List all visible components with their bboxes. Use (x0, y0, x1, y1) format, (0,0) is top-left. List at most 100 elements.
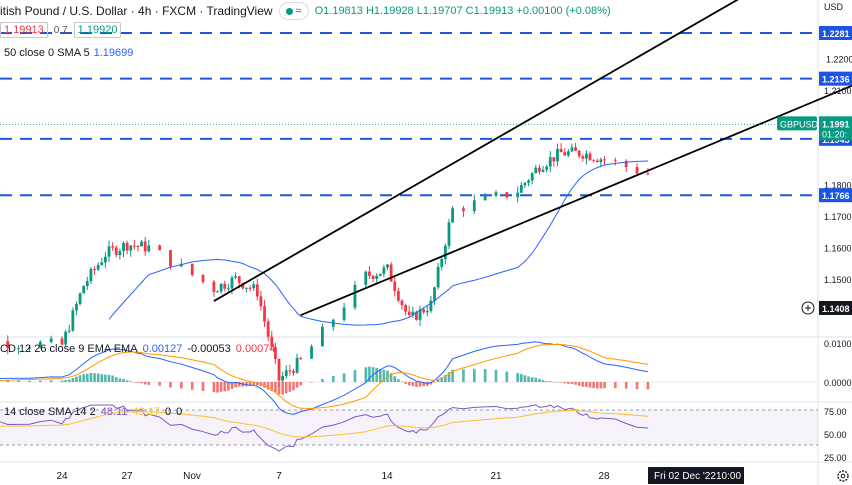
candle-body[interactable] (226, 288, 230, 290)
candle-body[interactable] (342, 307, 346, 320)
candle-body[interactable] (585, 153, 588, 159)
candle-body[interactable] (132, 245, 136, 247)
candle-body[interactable] (548, 157, 552, 167)
candle-body[interactable] (527, 180, 530, 183)
candle-body[interactable] (570, 147, 574, 152)
candle-body[interactable] (378, 273, 382, 276)
candle-body[interactable] (400, 300, 404, 306)
candle-body[interactable] (147, 245, 151, 252)
candle-body[interactable] (429, 300, 433, 312)
candle-body[interactable] (122, 242, 125, 252)
rsi-legend[interactable]: 14 close SMA 14 2 48.11 49.17 0 0 (4, 406, 182, 418)
candle-body[interactable] (519, 185, 523, 193)
current-time-bg[interactable] (648, 467, 744, 484)
candle-body[interactable] (219, 283, 223, 292)
candle-body[interactable] (581, 156, 585, 159)
candle-body[interactable] (270, 336, 274, 347)
candle-body[interactable] (389, 264, 393, 282)
candle-body[interactable] (60, 338, 64, 345)
candle-body[interactable] (125, 242, 129, 251)
currency-label[interactable]: USD (824, 2, 844, 12)
candle-body[interactable] (494, 192, 498, 196)
buy-button[interactable]: 1.19920 (73, 22, 122, 38)
candle-body[interactable] (418, 309, 422, 320)
candle-body[interactable] (556, 148, 559, 162)
candle-body[interactable] (382, 267, 386, 274)
candle-body[interactable] (281, 375, 285, 381)
candle-body[interactable] (93, 269, 96, 271)
candle-body[interactable] (588, 153, 592, 161)
candle-body[interactable] (100, 262, 104, 265)
candle-body[interactable] (143, 241, 147, 252)
candle-body[interactable] (252, 284, 256, 289)
candle-body[interactable] (277, 358, 281, 381)
macd-line[interactable] (0, 341, 648, 415)
candle-body[interactable] (595, 160, 599, 163)
level-price-label-bg[interactable] (819, 25, 852, 40)
candle-body[interactable] (530, 173, 534, 181)
symbol-tag-bg[interactable] (777, 116, 817, 131)
candle-body[interactable] (371, 275, 375, 279)
macd-legend[interactable]: CD 12 26 close 9 EMA EMA 0.00127 -0.00053 0… (0, 343, 276, 355)
candle-body[interactable] (538, 167, 541, 172)
candle-body[interactable] (85, 281, 89, 286)
candle-body[interactable] (310, 346, 313, 359)
candle-body[interactable] (111, 246, 115, 248)
candle-body[interactable] (295, 357, 299, 373)
current-price-bg[interactable] (819, 116, 852, 141)
candle-body[interactable] (472, 200, 476, 212)
market-status-pill[interactable]: ≈ (278, 2, 309, 20)
candle-body[interactable] (75, 303, 78, 311)
candle-body[interactable] (393, 281, 397, 292)
candle-body[interactable] (646, 173, 650, 175)
candle-body[interactable] (190, 263, 194, 275)
candle-body[interactable] (321, 326, 324, 347)
candle-body[interactable] (255, 284, 259, 297)
candle-body[interactable] (545, 166, 549, 170)
channel-lower-trendline[interactable] (300, 52, 852, 317)
candle-body[interactable] (411, 311, 415, 316)
candle-body[interactable] (288, 370, 292, 372)
candle-body[interactable] (505, 192, 509, 198)
candle-body[interactable] (462, 208, 465, 212)
candle-body[interactable] (212, 281, 216, 292)
candle-body[interactable] (67, 330, 71, 332)
candle-body[interactable] (114, 247, 118, 256)
candle-body[interactable] (140, 241, 143, 247)
candle-body[interactable] (82, 285, 86, 294)
candle-body[interactable] (49, 338, 53, 342)
candle-body[interactable] (541, 169, 545, 172)
level-price-label-bg[interactable] (819, 71, 852, 86)
candle-body[interactable] (613, 159, 617, 161)
candle-body[interactable] (386, 264, 389, 268)
candle-body[interactable] (234, 276, 237, 278)
candle-body[interactable] (483, 195, 487, 201)
candle-body[interactable] (368, 271, 371, 276)
candle-body[interactable] (451, 208, 454, 223)
candle-body[interactable] (364, 271, 368, 285)
candle-body[interactable] (534, 167, 538, 174)
candle-body[interactable] (447, 222, 451, 246)
channel-upper-trendline[interactable] (213, 0, 760, 302)
candle-body[interactable] (38, 341, 42, 348)
candle-body[interactable] (422, 309, 426, 313)
candle-body[interactable] (523, 182, 527, 186)
sma-legend[interactable]: 50 close 0 SMA 5 1.19699 (4, 47, 133, 59)
candle-body[interactable] (624, 160, 628, 168)
candle-body[interactable] (263, 306, 266, 322)
candle-body[interactable] (440, 259, 444, 267)
candle-body[interactable] (201, 274, 205, 282)
candle-body[interactable] (436, 266, 440, 288)
candle-body[interactable] (248, 287, 252, 289)
candle-body[interactable] (223, 283, 227, 289)
candle-body[interactable] (599, 159, 603, 163)
candle-body[interactable] (237, 276, 241, 283)
candle-body[interactable] (169, 250, 172, 267)
candle-body[interactable] (136, 245, 140, 247)
candle-body[interactable] (129, 245, 133, 251)
candle-body[interactable] (516, 192, 520, 198)
crosshair-price-bg[interactable] (819, 300, 852, 315)
candle-body[interactable] (407, 311, 411, 316)
